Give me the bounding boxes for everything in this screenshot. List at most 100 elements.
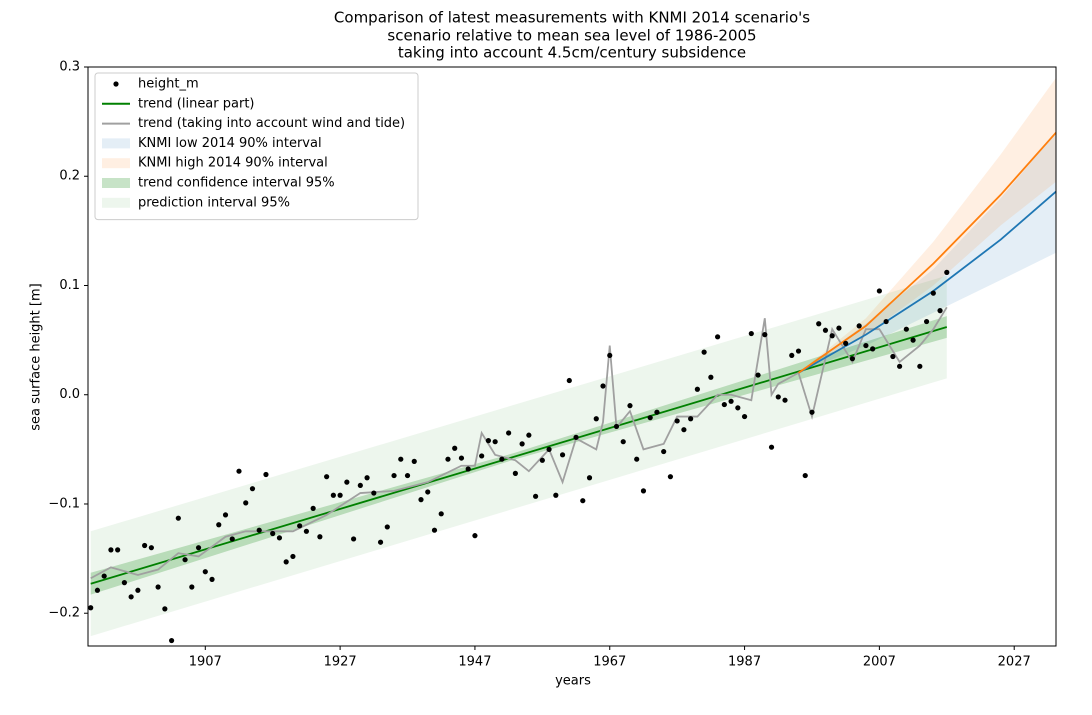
data-point (539, 457, 545, 463)
data-point (499, 456, 505, 462)
legend-patch (102, 178, 130, 188)
data-point (445, 456, 451, 462)
data-point (270, 530, 276, 537)
data-point (128, 594, 134, 600)
data-point (94, 587, 101, 593)
data-point (357, 482, 363, 489)
data-point (553, 492, 559, 498)
data-point (108, 547, 114, 553)
data-point (910, 337, 916, 343)
data-point (546, 446, 552, 452)
legend-label: trend (linear part) (138, 96, 255, 111)
data-point (863, 342, 869, 349)
data-point (452, 445, 458, 451)
y-tick-label: −0.2 (48, 606, 80, 621)
data-point (364, 475, 370, 481)
data-point (674, 418, 680, 424)
y-tick-label: 0.0 (59, 387, 80, 402)
data-point (216, 522, 222, 528)
data-point (256, 527, 262, 533)
y-tick-label: 0.2 (59, 169, 80, 184)
chart-subtitle: taking into account 4.5cm/century subsid… (398, 44, 746, 62)
data-point (229, 536, 235, 542)
x-tick-label: 1987 (728, 655, 761, 670)
data-point (816, 321, 822, 327)
data-point (317, 534, 323, 540)
legend-label: KNMI high 2014 90% interval (138, 156, 328, 171)
data-point (371, 490, 377, 496)
data-point (492, 439, 498, 445)
data-point (398, 456, 404, 462)
data-point (182, 557, 188, 563)
data-point (917, 363, 923, 369)
data-point (303, 528, 310, 534)
data-point (472, 533, 478, 539)
data-point (822, 327, 829, 333)
data-point (168, 637, 175, 644)
y-axis-label: sea surface height [m] (29, 283, 44, 430)
data-point (849, 356, 856, 362)
data-point (243, 500, 249, 506)
data-point (344, 479, 350, 485)
data-point (283, 559, 289, 565)
data-point (465, 466, 471, 472)
data-point (627, 403, 633, 409)
interval-band (798, 132, 1056, 373)
legend-label: trend confidence interval 95% (138, 176, 335, 191)
data-point (607, 352, 613, 359)
data-point (115, 547, 121, 553)
data-point (263, 471, 269, 478)
data-point (101, 573, 107, 579)
x-tick-label: 2027 (998, 655, 1031, 670)
data-point (620, 439, 626, 445)
data-point (593, 416, 599, 422)
data-point (694, 386, 700, 392)
data-point (506, 430, 512, 436)
legend-patch (102, 138, 130, 149)
data-point (209, 576, 215, 582)
data-point (202, 569, 208, 575)
y-tick-label: 0.1 (59, 278, 80, 293)
data-point (937, 308, 943, 314)
data-point (836, 325, 842, 331)
data-point (290, 553, 296, 560)
data-point (802, 472, 808, 479)
data-point (640, 488, 647, 494)
data-point (519, 441, 525, 447)
data-point (789, 352, 795, 359)
data-point (688, 416, 694, 422)
scenario-line (797, 131, 1057, 374)
data-point (88, 605, 94, 611)
x-tick-label: 2007 (863, 655, 896, 670)
data-point (870, 346, 876, 352)
data-point (890, 353, 896, 360)
data-point (809, 409, 815, 415)
data-point (748, 330, 754, 337)
data-point (297, 523, 303, 529)
data-point (324, 474, 330, 480)
data-point (795, 348, 802, 354)
data-point (189, 584, 195, 590)
x-tick-label: 1947 (458, 655, 491, 670)
data-point (573, 434, 579, 440)
data-point (667, 474, 674, 480)
data-point (559, 452, 566, 458)
data-point (735, 405, 741, 411)
data-point (485, 438, 492, 444)
y-tick-label: −0.1 (48, 496, 80, 511)
data-point (195, 545, 202, 551)
data-point (613, 423, 620, 430)
legend-marker (113, 81, 119, 87)
data-point (162, 606, 168, 612)
data-point (897, 363, 903, 369)
data-point (276, 535, 283, 541)
x-tick-label: 1967 (593, 655, 626, 670)
data-point (775, 394, 781, 400)
data-point (135, 587, 141, 593)
data-point (512, 470, 518, 476)
data-point (236, 468, 242, 474)
data-point (923, 318, 930, 325)
data-point (741, 413, 748, 420)
x-tick-label: 1907 (189, 655, 222, 670)
